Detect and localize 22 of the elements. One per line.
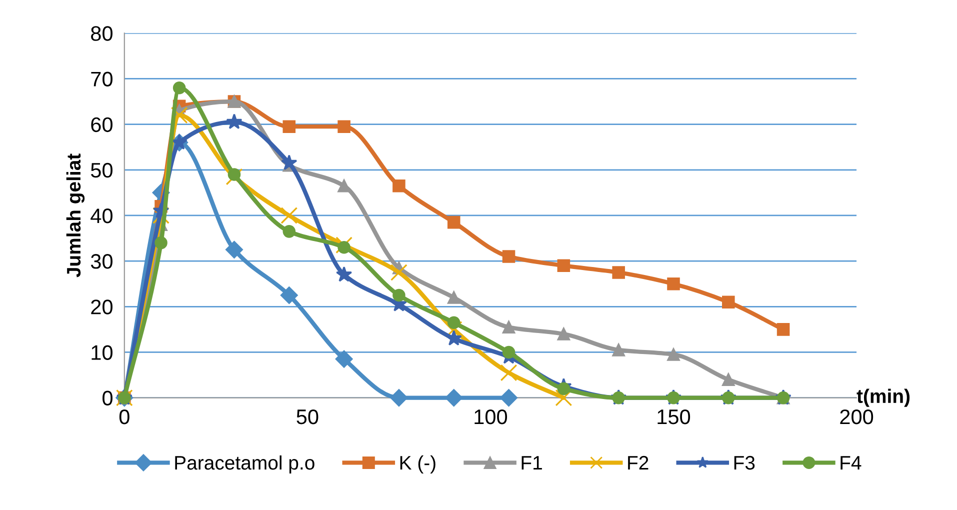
y-tick-label: 20	[91, 300, 112, 314]
y-axis-title: Jumlah geliat	[66, 154, 85, 278]
y-tick-label: 60	[91, 117, 112, 132]
x-tick-label: 150	[658, 409, 690, 424]
x-tick-label: 100	[474, 409, 508, 424]
x-axis-title: t(min)	[856, 388, 910, 407]
legend-label: F2	[628, 456, 648, 470]
x-tick-label: 0	[119, 409, 130, 424]
legend-label: Paracetamol p.o	[175, 455, 314, 474]
y-tick-label: 40	[90, 208, 112, 224]
x-tick-label: 50	[296, 409, 318, 424]
x-tick-label: 200	[840, 409, 874, 424]
legend-label: F4	[840, 456, 862, 470]
y-tick-label: 30	[90, 254, 112, 269]
legend-label: F1	[522, 456, 542, 470]
y-tick-label: 80	[91, 26, 112, 41]
y-tick-label: 0	[102, 390, 112, 406]
legend-label: F3	[734, 456, 755, 470]
y-tick-label: 70	[91, 72, 112, 86]
legend-label: K (-)	[400, 455, 436, 474]
y-tick-label: 10	[92, 345, 112, 360]
y-tick-label: 50	[90, 162, 112, 178]
